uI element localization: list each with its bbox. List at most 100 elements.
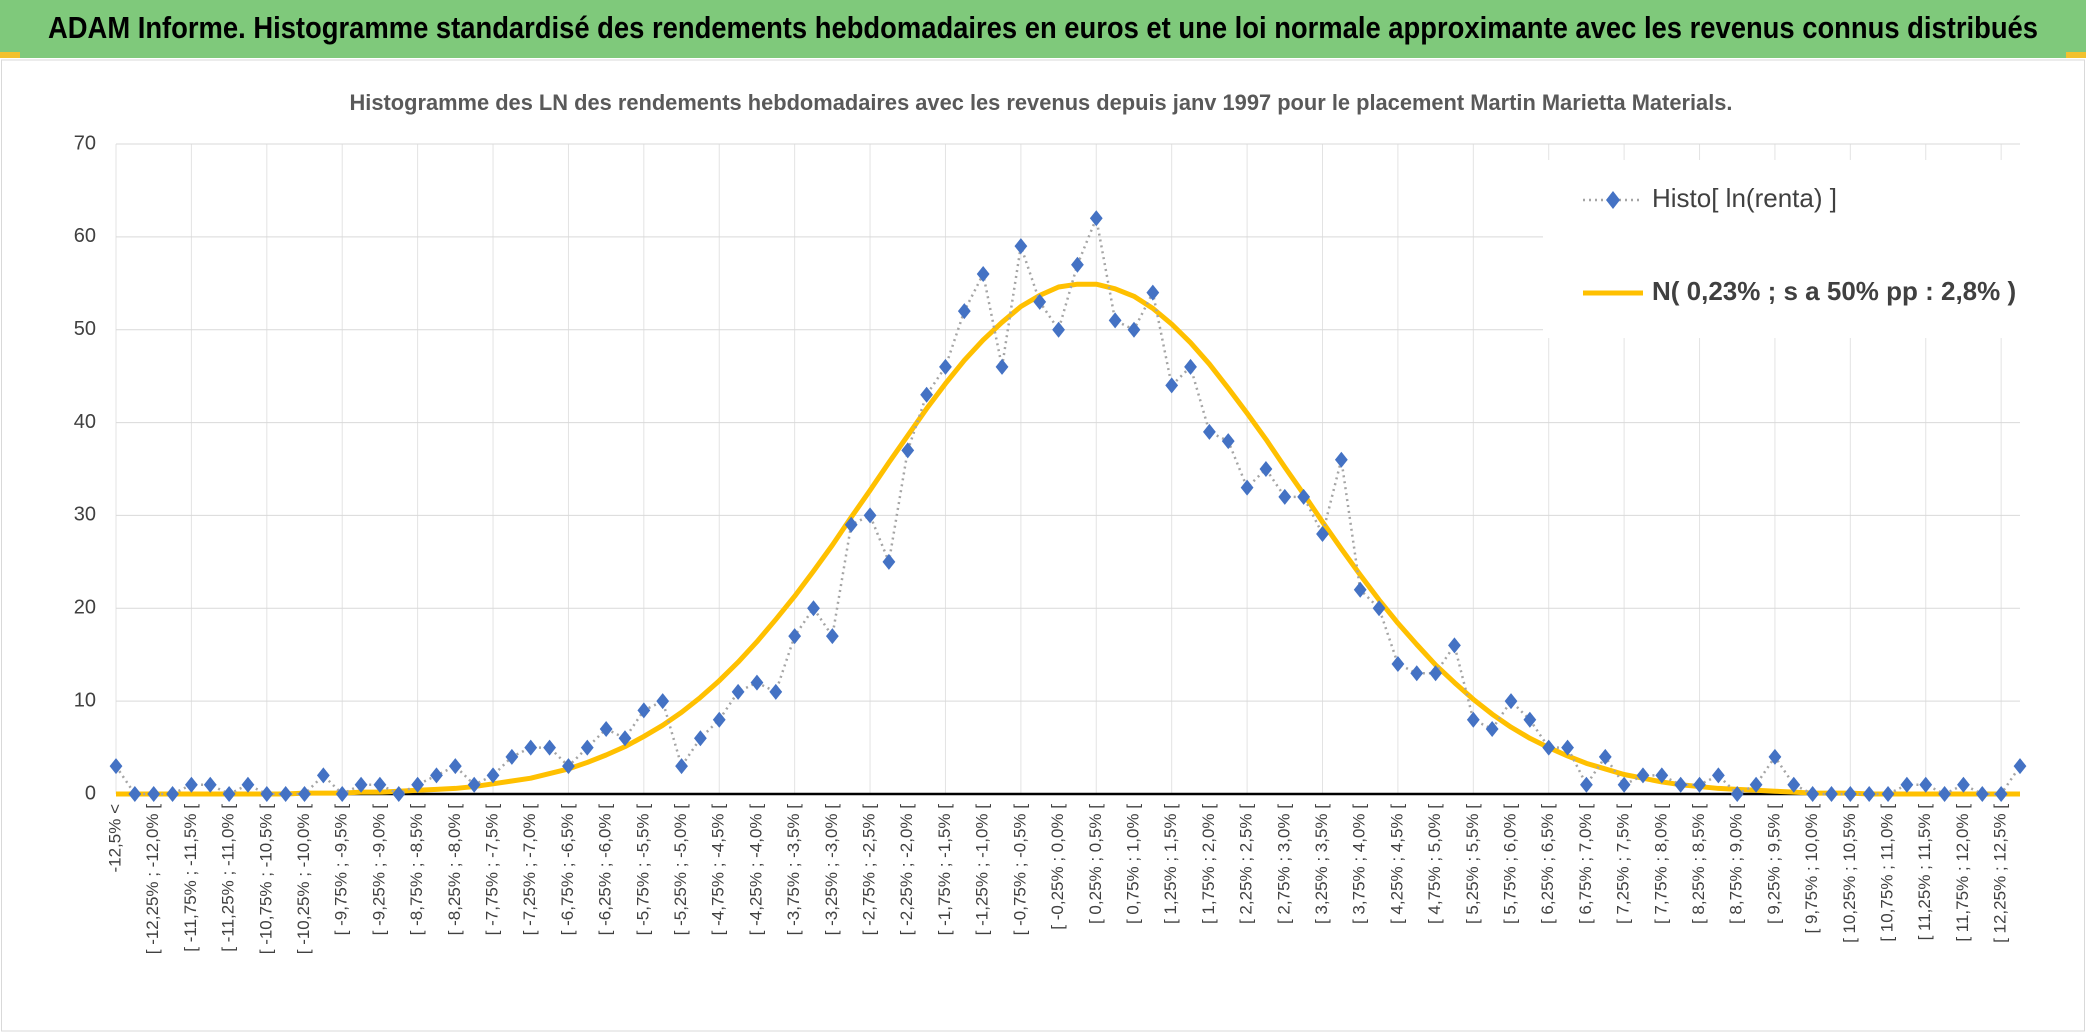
x-tick-label: [ -5,25% ; -5,0% [: [671, 804, 690, 936]
x-tick-label: [ 2,25% ; 2,5% [: [1237, 804, 1256, 924]
x-tick-label: [ 9,25% ; 9,5% [: [1764, 804, 1783, 924]
x-tick-label: [ 0,75% ; 1,0% [: [1123, 804, 1142, 924]
diamond-marker: [957, 303, 971, 320]
x-tick-label: [ 1,25% ; 1,5% [: [1161, 804, 1180, 924]
diamond-marker: [1297, 488, 1311, 505]
diamond-marker: [1862, 786, 1876, 802]
y-tick-label: 70: [74, 132, 96, 154]
x-tick-label: [ -6,75% ; -6,5% [: [558, 804, 577, 936]
diamond-marker: [411, 776, 425, 793]
diamond-marker: [1278, 488, 1292, 505]
x-tick-label: [ -1,75% ; -1,5% [: [935, 804, 954, 936]
diamond-marker: [1014, 238, 1028, 255]
diamond-marker: [1693, 776, 1706, 793]
diamond-marker: [1334, 451, 1348, 468]
x-tick-label: [ 9,75% ; 10,0% [: [1802, 804, 1821, 934]
diamond-marker: [1184, 358, 1197, 375]
diamond-marker: [1900, 776, 1914, 793]
diamond-marker: [1353, 581, 1367, 598]
diamond-marker: [1127, 321, 1141, 338]
diamond-marker: [920, 386, 934, 403]
diamond-marker: [1975, 786, 1989, 802]
diamond-marker: [675, 758, 688, 775]
diamond-marker: [1410, 665, 1424, 682]
legend-marker: [1606, 191, 1620, 209]
diamond-marker: [1523, 711, 1537, 728]
x-tick-label: -12,5% <: [105, 804, 124, 873]
diamond-marker: [712, 711, 726, 728]
y-tick-label: 40: [74, 411, 96, 433]
diamond-marker: [1957, 776, 1970, 793]
diamond-marker: [1448, 637, 1461, 654]
x-tick-label: [ 1,75% ; 2,0% [: [1199, 804, 1218, 924]
x-tick-label: [ 6,75% ; 7,0% [: [1576, 804, 1595, 924]
y-tick-label: 10: [74, 689, 96, 711]
header-bar: [0, 0, 2086, 58]
diamond-marker: [1089, 210, 1103, 227]
diamond-marker: [1240, 479, 1254, 496]
x-tick-label: [ -6,25% ; -6,0% [: [596, 804, 615, 936]
diamond-marker: [241, 776, 255, 793]
diamond-marker: [788, 628, 802, 645]
x-tick-label: [ -4,25% ; -4,0% [: [746, 804, 765, 936]
diamond-marker: [656, 693, 670, 710]
x-tick-label: [ -3,75% ; -3,5% [: [784, 804, 803, 936]
legend-box: [1543, 160, 2021, 338]
x-tick-label: [ 10,25% ; 10,5% [: [1840, 804, 1859, 943]
x-tick-label: [ -2,25% ; -2,0% [: [897, 804, 916, 936]
legend-label: Histo[ ln(renta) ]: [1652, 183, 1837, 213]
diamond-marker: [1636, 767, 1650, 784]
x-tick-label: [ -11,75% ; -11,5% [: [181, 804, 200, 952]
diamond-marker: [1730, 786, 1744, 802]
diamond-marker: [1202, 423, 1216, 440]
diamond-marker: [1316, 526, 1329, 542]
x-tick-label: [ 4,25% ; 4,5% [: [1387, 804, 1406, 924]
x-tick-label: [ 4,75% ; 5,0% [: [1425, 804, 1444, 924]
diamond-marker: [448, 758, 462, 775]
chart-border: [1, 59, 2085, 1032]
x-tick-label: [ 8,75% ; 9,0% [: [1727, 804, 1746, 924]
x-tick-label: [ -9,75% ; -9,5% [: [332, 804, 351, 936]
diamond-marker: [260, 786, 274, 802]
diamond-marker: [505, 748, 519, 765]
diamond-marker: [430, 767, 443, 784]
diamond-marker: [618, 730, 632, 747]
y-tick-label: 0: [85, 782, 96, 804]
x-tick-label: [ -7,75% ; -7,5% [: [483, 804, 502, 936]
x-tick-label: [ 2,75% ; 3,0% [: [1274, 804, 1293, 924]
diamond-marker: [637, 702, 651, 719]
diamond-marker: [1052, 321, 1065, 338]
diamond-marker: [863, 507, 877, 524]
diamond-marker: [939, 358, 952, 375]
x-tick-label: [ -10,75% ; -10,5% [: [256, 804, 275, 955]
diamond-marker: [1391, 656, 1405, 672]
diamond-marker: [901, 442, 915, 459]
diamond-marker: [1994, 786, 2008, 802]
x-tick-label: [ 11,75% ; 12,0% [: [1953, 804, 1972, 942]
diamond-marker: [1542, 739, 1556, 756]
diamond-marker: [486, 767, 500, 784]
diamond-marker: [1429, 665, 1443, 682]
x-tick-label: [ 6,25% ; 6,5% [: [1538, 804, 1557, 924]
diamond-marker: [1843, 786, 1857, 802]
y-tick-label: 50: [74, 318, 96, 340]
diamond-marker: [1504, 693, 1518, 710]
diamond-marker: [1580, 776, 1593, 793]
x-tick-label: [ 11,25% ; 11,5% [: [1915, 804, 1934, 941]
diamond-marker: [354, 776, 368, 793]
x-tick-label: [ -11,25% ; -11,0% [: [219, 804, 238, 952]
corner: [2066, 52, 2086, 58]
x-tick-label: [ -1,25% ; -1,0% [: [973, 804, 992, 936]
chart-title: Histogramme des LN des rendements hebdom…: [350, 90, 1733, 115]
diamond-marker: [1071, 256, 1084, 273]
diamond-marker: [1806, 786, 1820, 802]
diamond-marker: [825, 628, 839, 645]
diamond-marker: [1221, 433, 1235, 450]
diamond-marker: [203, 776, 217, 793]
x-tick-label: [ 5,25% ; 5,5% [: [1463, 804, 1482, 924]
diamond-marker: [599, 721, 613, 737]
diamond-marker: [392, 786, 406, 802]
x-tick-label: [ 7,75% ; 8,0% [: [1651, 804, 1670, 924]
diamond-marker: [1881, 786, 1895, 802]
